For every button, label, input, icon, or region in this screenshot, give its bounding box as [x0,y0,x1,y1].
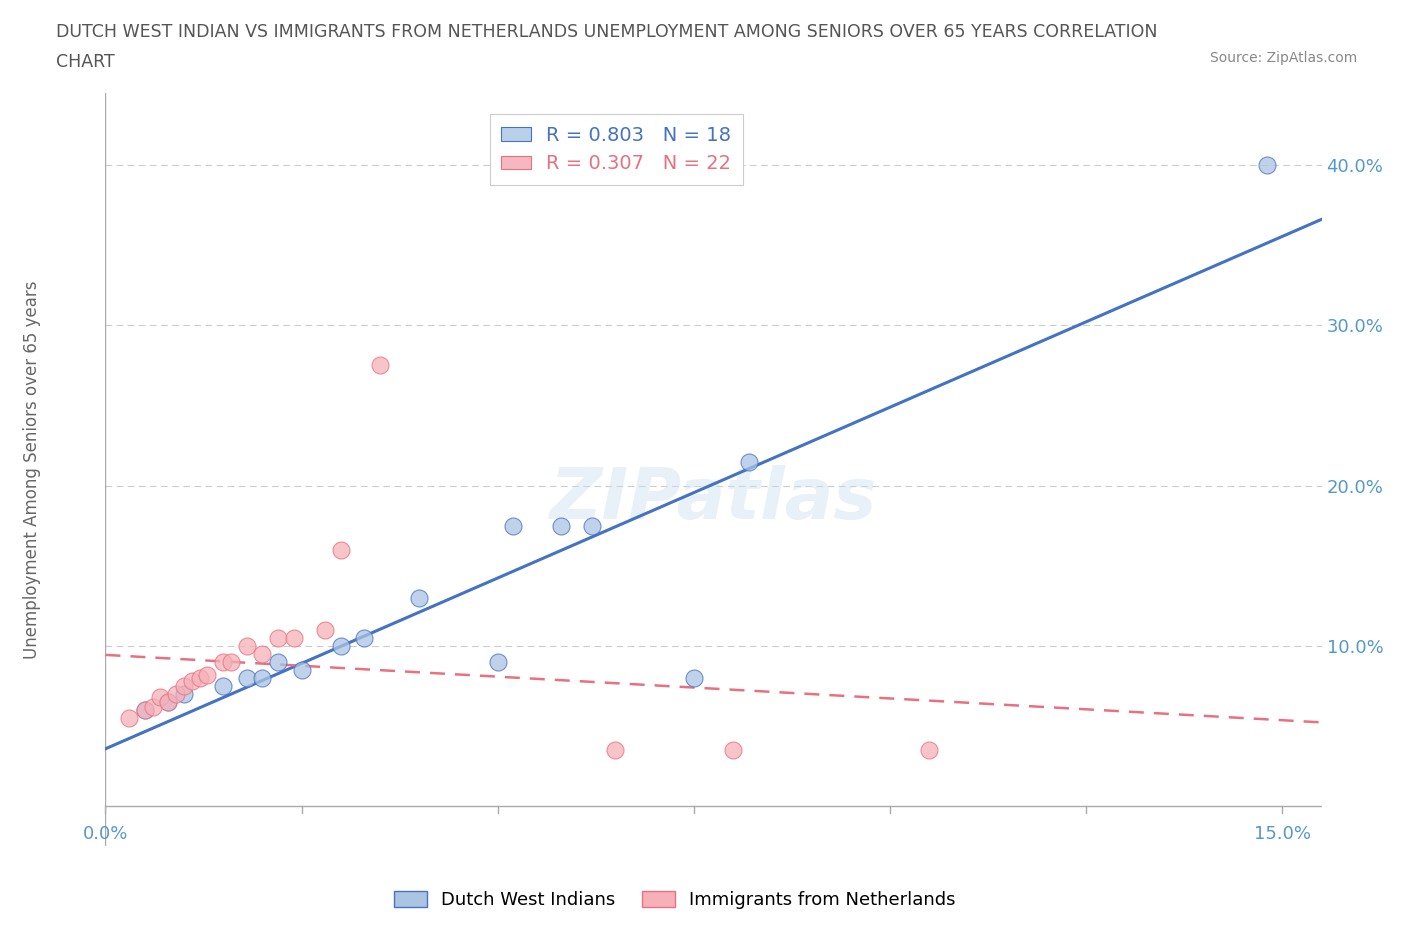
Point [219,655,242,670]
Point [353,631,375,645]
Text: 15.0%: 15.0% [1254,826,1310,844]
Point [683,671,706,685]
Point [157,695,180,710]
Point [212,655,235,670]
Point [368,358,391,373]
Point [173,686,195,701]
Point [267,655,290,670]
Legend: R = 0.803   N = 18, R = 0.307   N = 22: R = 0.803 N = 18, R = 0.307 N = 22 [489,114,742,185]
Point [149,690,172,705]
Point [408,591,430,605]
Point [329,542,352,557]
Point [291,662,314,677]
Point [180,673,202,688]
Point [1256,158,1278,173]
Point [188,671,211,685]
Point [738,454,761,469]
Text: Source: ZipAtlas.com: Source: ZipAtlas.com [1209,51,1357,65]
Point [550,518,572,533]
Text: Unemployment Among Seniors over 65 years: Unemployment Among Seniors over 65 years [24,281,42,658]
Point [134,703,156,718]
Point [605,743,627,758]
Point [486,655,509,670]
Text: ZIPatlas: ZIPatlas [550,465,877,534]
Point [267,631,290,645]
Text: 0.0%: 0.0% [83,826,128,844]
Point [581,518,603,533]
Point [212,679,235,694]
Point [235,639,257,654]
Point [918,743,941,758]
Point [252,646,274,661]
Point [134,703,156,718]
Point [141,699,163,714]
Point [283,631,305,645]
Point [165,686,187,701]
Legend: Dutch West Indians, Immigrants from Netherlands: Dutch West Indians, Immigrants from Neth… [387,884,963,916]
Point [197,668,219,683]
Text: CHART: CHART [56,53,115,71]
Point [329,639,352,654]
Point [502,518,524,533]
Point [173,679,195,694]
Point [252,671,274,685]
Point [235,671,257,685]
Point [314,622,336,637]
Point [157,695,180,710]
Point [721,743,744,758]
Point [118,711,141,725]
Text: DUTCH WEST INDIAN VS IMMIGRANTS FROM NETHERLANDS UNEMPLOYMENT AMONG SENIORS OVER: DUTCH WEST INDIAN VS IMMIGRANTS FROM NET… [56,23,1157,41]
